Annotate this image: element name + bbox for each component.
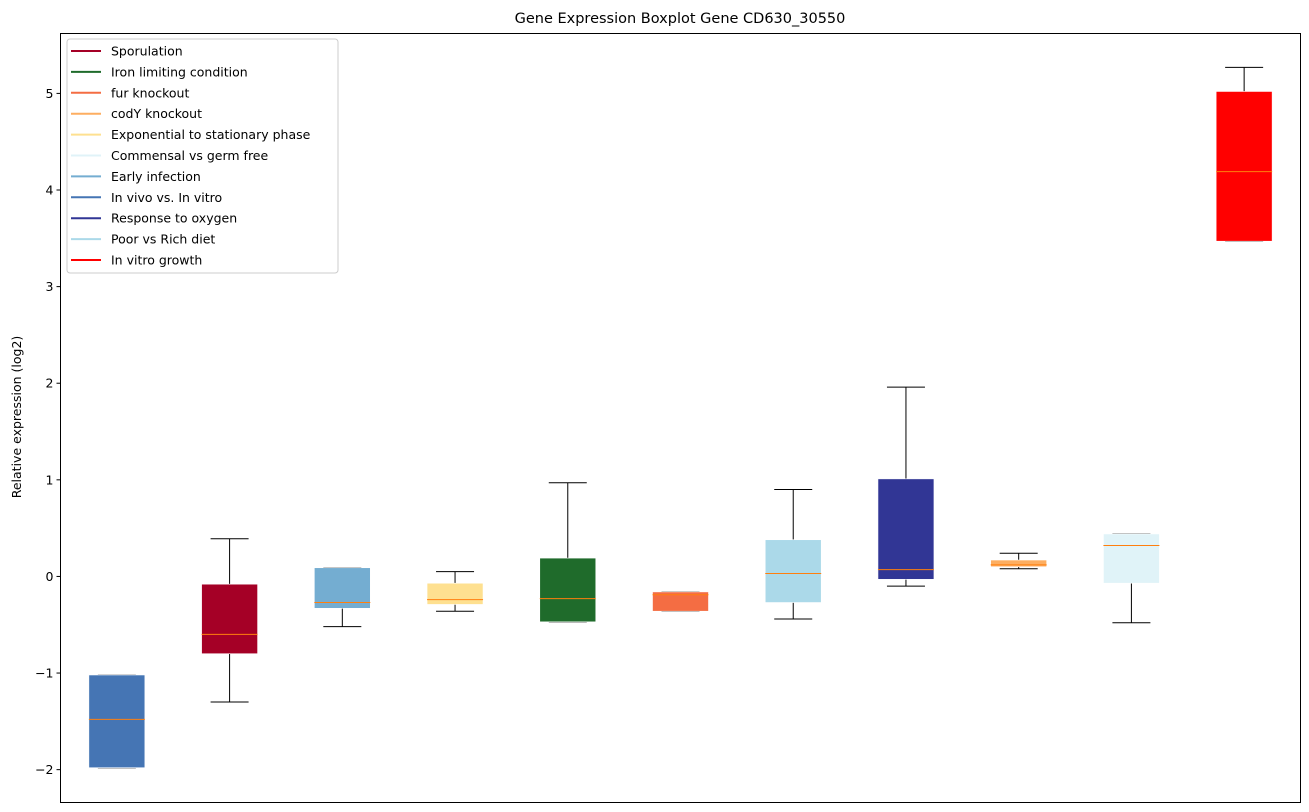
y-tick-label: −1: [35, 666, 53, 681]
legend-label: In vivo vs. In vitro: [111, 190, 222, 205]
y-tick-label: 4: [46, 183, 54, 198]
legend-label: In vitro growth: [111, 253, 202, 268]
box-fur-knockout: [652, 591, 709, 612]
box-iron-limiting-condition: [539, 482, 597, 623]
box-cody-knockout: [990, 552, 1047, 570]
box-body: [201, 583, 258, 655]
box-body: [764, 539, 822, 603]
y-tick-label: 5: [46, 86, 54, 101]
legend-label: Commensal vs germ free: [111, 148, 268, 163]
y-axis-label: Relative expression (log2): [9, 336, 24, 499]
legend-box: [66, 38, 339, 274]
legend-label: Response to oxygen: [111, 211, 237, 226]
box-in-vivo-vs-in-vitro: [88, 674, 146, 769]
box-body: [426, 582, 484, 605]
legend-label: codY knockout: [111, 106, 202, 121]
y-tick-label: −2: [35, 762, 53, 777]
y-tick-label: 3: [46, 279, 54, 294]
plot-frame: [60, 33, 1301, 803]
y-tick-label: 1: [46, 472, 54, 487]
box-early-infection: [314, 567, 371, 628]
legend-label: Exponential to stationary phase: [111, 127, 311, 142]
chart-title: Gene Expression Boxplot Gene CD630_30550: [515, 11, 846, 27]
box-body: [877, 478, 935, 580]
legend-label: Iron limiting condition: [111, 64, 248, 79]
box-exponential-to-stationary-phase: [426, 571, 484, 612]
box-response-to-oxygen: [877, 386, 935, 587]
box-commensal-vs-germ-free: [1103, 533, 1160, 624]
y-tick-label: 2: [46, 376, 54, 391]
legend-label: Poor vs Rich diet: [111, 232, 215, 247]
box-body: [1103, 533, 1160, 584]
box-body: [990, 559, 1047, 568]
box-body: [1215, 91, 1273, 242]
y-tick-label: 0: [46, 569, 54, 584]
legend-label: fur knockout: [111, 85, 189, 100]
box-body: [539, 557, 597, 623]
box-poor-vs-rich-diet: [764, 488, 822, 620]
legend-label: Early infection: [111, 169, 201, 184]
box-sporulation: [201, 538, 258, 703]
legend-label: Sporulation: [111, 44, 183, 59]
box-in-vitro-growth: [1215, 66, 1273, 242]
box-body: [652, 591, 709, 612]
box-body: [88, 674, 146, 769]
box-body: [314, 567, 371, 609]
